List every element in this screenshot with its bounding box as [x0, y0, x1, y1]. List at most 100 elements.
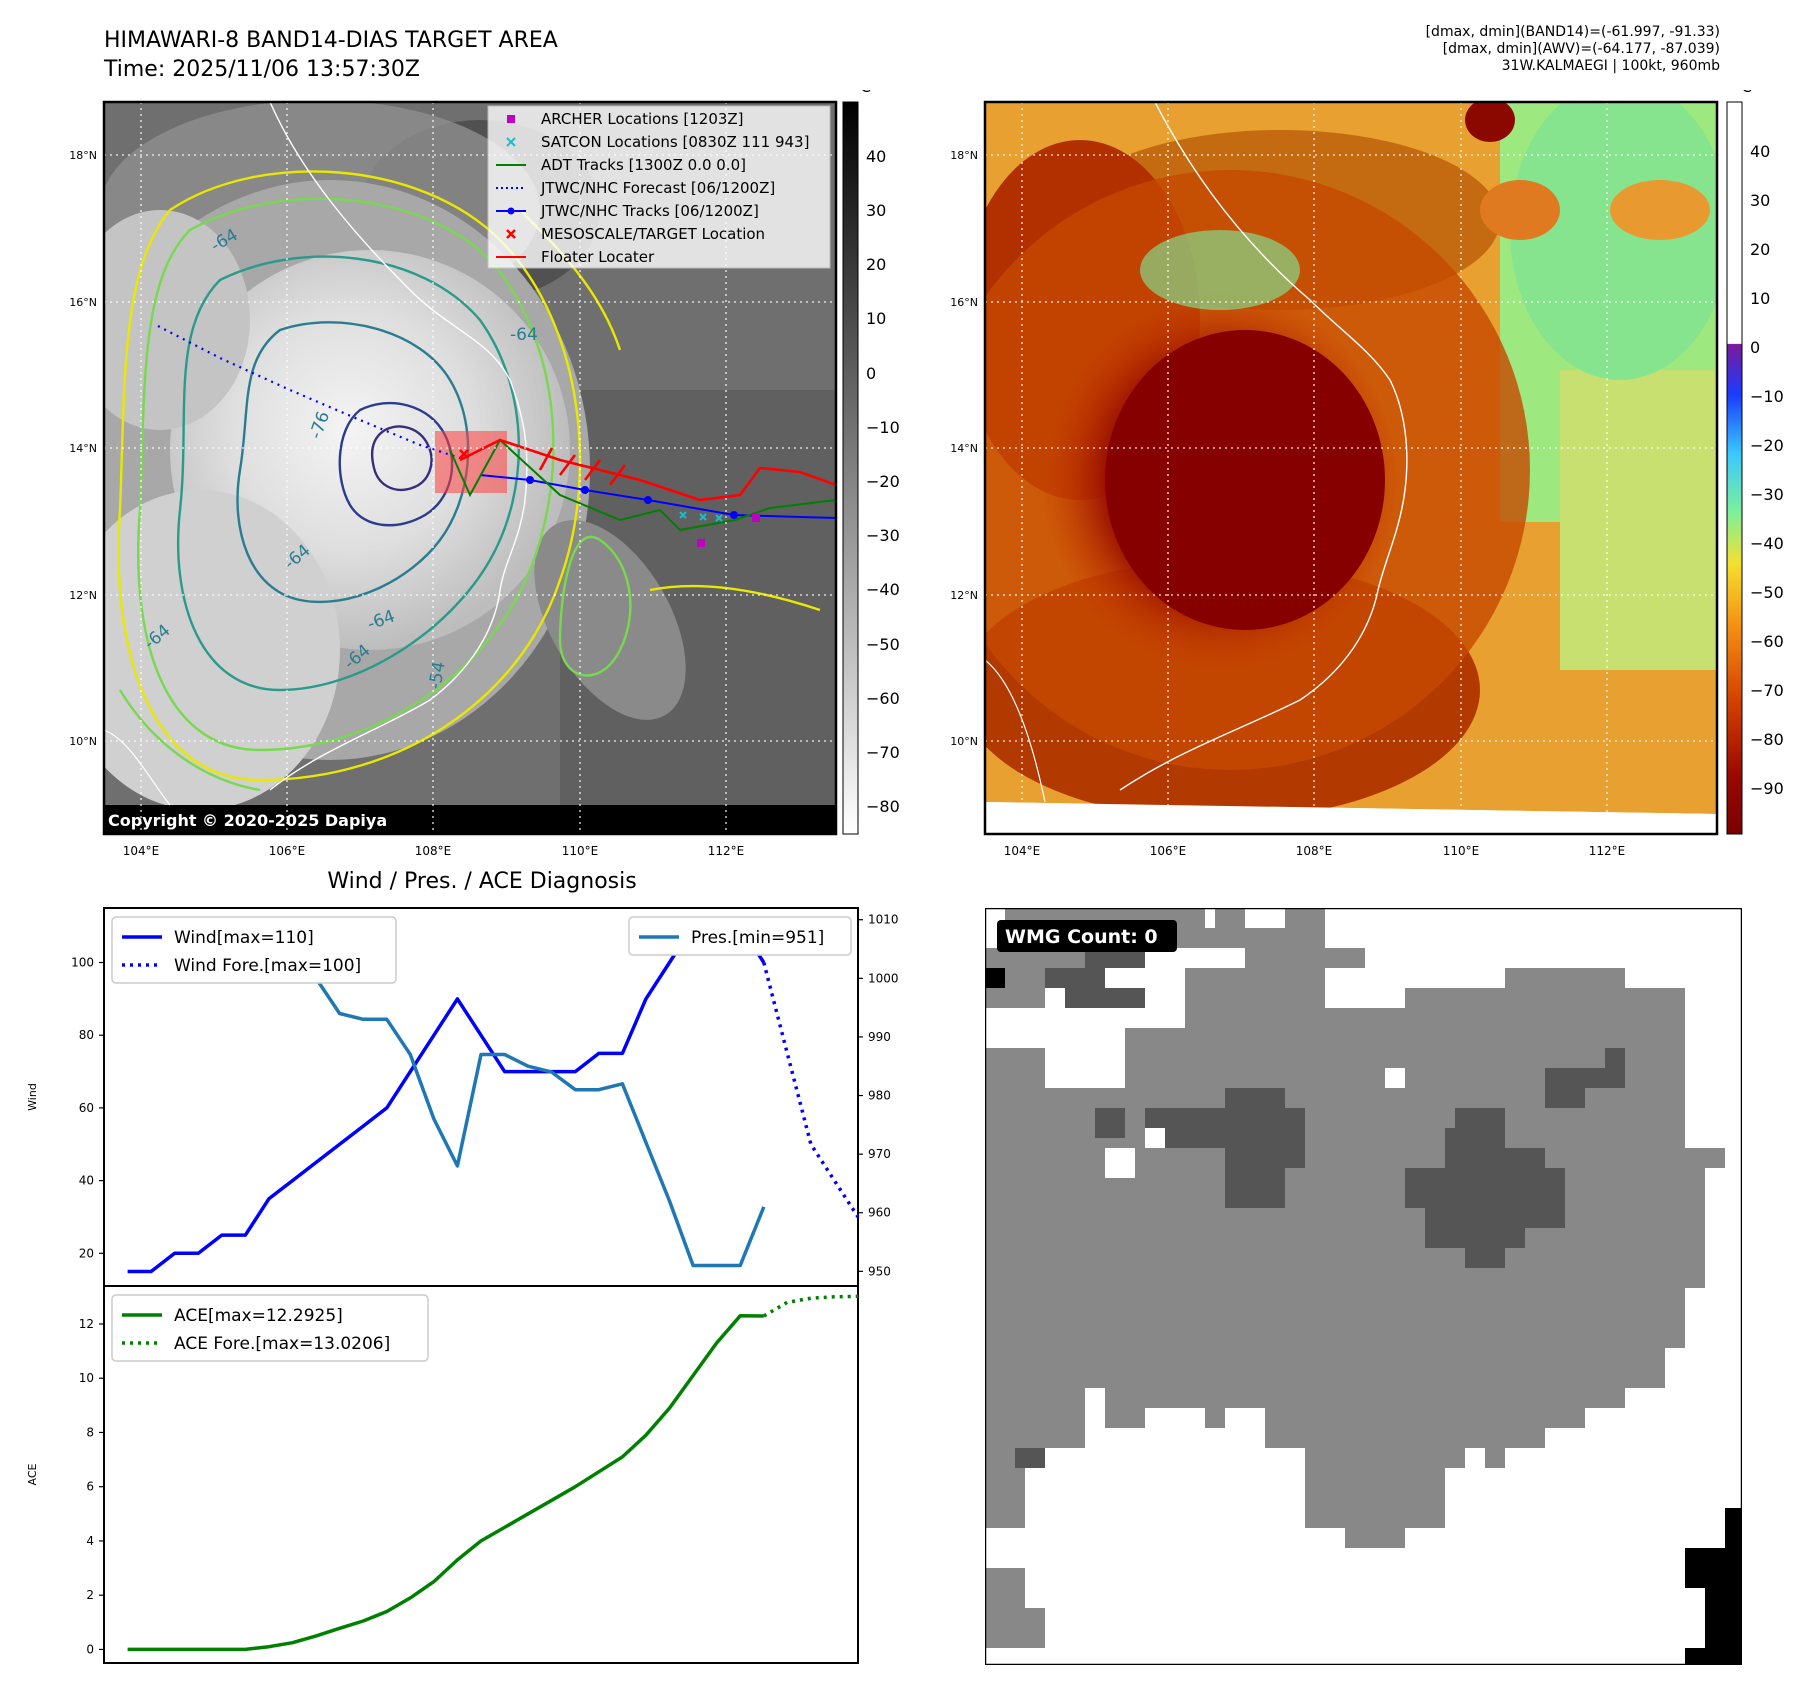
- legend-label: Wind Fore.[max=100]: [174, 956, 361, 976]
- target-box: [435, 431, 507, 493]
- ir-colorbar: [842, 101, 859, 835]
- awv-map-panel: 18°N 16°N 14°N 12°N 10°N 104°E 106°E 108…: [950, 90, 1784, 858]
- y-tick-label: 60: [79, 1101, 94, 1115]
- colorbar-tick: 30: [1750, 191, 1770, 210]
- lat-label: 14°N: [950, 442, 978, 455]
- series-line: [762, 1294, 859, 1318]
- lon-label: 104°E: [123, 844, 160, 858]
- legend-label: ACE Fore.[max=13.0206]: [174, 1334, 390, 1354]
- legend-box: [111, 916, 397, 984]
- colorbar-tick: −60: [1750, 632, 1784, 651]
- legend-label: ARCHER Locations [1203Z]: [541, 110, 744, 128]
- target-marker-icon: [506, 229, 516, 239]
- copyright-text: Copyright © 2020-2025 Dapiya: [108, 811, 387, 830]
- band14-range: [dmax, dmin](BAND14)=(-61.997, -91.33): [1425, 24, 1720, 40]
- y-right-tick-label: 970: [868, 1147, 891, 1161]
- y-tick-label: 100: [71, 956, 94, 970]
- legend-label: SATCON Locations [0830Z 111 943]: [541, 133, 809, 151]
- colorbar-tick: 40: [866, 147, 886, 166]
- y-tick-label: 10: [79, 1371, 94, 1385]
- colorbar-tick: −40: [1750, 534, 1784, 553]
- colorbar-tick: −20: [1750, 436, 1784, 455]
- lat-label: 12°N: [950, 589, 978, 602]
- colorbar-tick: −50: [866, 635, 900, 654]
- legend-label: Pres.[min=951]: [691, 928, 824, 948]
- colorbar-tick: −80: [866, 797, 900, 816]
- colorbar-tick: 40: [1750, 142, 1770, 161]
- floater-line: [459, 438, 836, 502]
- diagnosis-panel: Wind / Pres. / ACE Diagnosis 20406080100…: [26, 869, 899, 1664]
- lat-label: 18°N: [69, 149, 97, 162]
- legend-label: Floater Locater: [541, 248, 655, 266]
- lon-label: 106°E: [1150, 844, 1187, 858]
- chart-title: Wind / Pres. / ACE Diagnosis: [327, 869, 636, 894]
- lon-label: 112°E: [708, 844, 745, 858]
- colorbar-tick: −30: [866, 526, 900, 545]
- wind-pressure-chart: 20 40 60 80 100 950 960 970 980 990 1000 1010 Wind Pr…: [26, 907, 899, 1287]
- lon-label: 106°E: [269, 844, 306, 858]
- legend-label: Wind[max=110]: [174, 928, 314, 948]
- ir-legend: ARCHER Locations [1203Z] SATCON Location…: [487, 105, 831, 269]
- lon-label: 112°E: [1589, 844, 1626, 858]
- y-right-tick-label: 960: [868, 1206, 891, 1220]
- figure-title: HIMAWARI-8 BAND14-DIAS TARGET AREA: [104, 28, 558, 53]
- ir-map-panel: -64 -64 -76 -54 -64 -64 -64 -64 Copyrigh…: [69, 90, 900, 858]
- awv-colorbar: [1726, 101, 1743, 835]
- y-tick-label: 8: [86, 1425, 94, 1439]
- wmg-badge: [997, 920, 1177, 952]
- colorbar-tick: 30: [866, 201, 886, 220]
- colorbar-tick: 20: [1750, 240, 1770, 259]
- colorbar-tick: −60: [866, 689, 900, 708]
- storm-info: [dmax, dmin](BAND14)=(-61.997, -91.33) […: [1426, 24, 1720, 75]
- lat-label: 18°N: [950, 149, 978, 162]
- legend-label: ACE[max=12.2925]: [174, 1306, 343, 1326]
- colorbar-tick: 0: [1750, 338, 1760, 357]
- y-right-tick-label: 990: [868, 1030, 891, 1044]
- colorbar-tick: −90: [1750, 779, 1784, 798]
- series-line: [762, 962, 860, 1218]
- lat-label: 12°N: [69, 589, 97, 602]
- figure-time: Time: 2025/11/06 13:57:30Z: [104, 57, 420, 82]
- y-tick-label: 6: [86, 1480, 94, 1494]
- lat-label: 10°N: [950, 735, 978, 748]
- satcon-marker-icon: [506, 137, 516, 147]
- wmg-grid: [985, 908, 1742, 1665]
- legend-box: [111, 1294, 429, 1362]
- y-tick-label: 12: [79, 1317, 94, 1331]
- awv-imagery: [985, 102, 1717, 834]
- legend-label: ADT Tracks [1300Z 0.0 0.0]: [541, 156, 746, 174]
- y-tick-label: 2: [86, 1588, 94, 1602]
- lon-label: 110°E: [562, 844, 599, 858]
- y-axis-label: ACE: [26, 1463, 39, 1485]
- y-tick-label: 40: [79, 1174, 94, 1188]
- y-tick-label: 80: [79, 1028, 94, 1042]
- ir-colorbar-unit: °C: [853, 90, 871, 96]
- plot-frame: [103, 1285, 859, 1664]
- wmg-count-text: WMG Count: 0: [1005, 926, 1158, 948]
- wmg-panel: WMG Count: 0: [985, 908, 1742, 1665]
- contour-label: -64: [510, 325, 538, 345]
- lon-label: 104°E: [1004, 844, 1041, 858]
- colorbar-tick: −70: [1750, 681, 1784, 700]
- jtwc-forecast-line: [157, 325, 461, 460]
- archer-marker-icon: [507, 115, 515, 123]
- y-right-tick-label: 980: [868, 1089, 891, 1103]
- colorbar-tick: −70: [866, 743, 900, 762]
- colorbar-tick: −40: [866, 580, 900, 599]
- lon-label: 108°E: [415, 844, 452, 858]
- colorbar-tick: −10: [866, 418, 900, 437]
- lon-label: 108°E: [1296, 844, 1333, 858]
- colorbar-tick: 20: [866, 255, 886, 274]
- lon-label: 110°E: [1443, 844, 1480, 858]
- y-right-tick-label: 1000: [868, 971, 899, 985]
- awv-colorbar-unit: °C: [1734, 90, 1752, 96]
- colorbar-tick: 10: [1750, 289, 1770, 308]
- contour-label: -54: [425, 660, 450, 691]
- lat-label: 14°N: [69, 442, 97, 455]
- lat-label: 16°N: [69, 296, 97, 309]
- colorbar-tick: −20: [866, 472, 900, 491]
- y-tick-label: 4: [86, 1534, 94, 1548]
- awv-gridlines: [985, 102, 1717, 834]
- y-tick-label: 0: [86, 1642, 94, 1656]
- colorbar-tick: −50: [1750, 583, 1784, 602]
